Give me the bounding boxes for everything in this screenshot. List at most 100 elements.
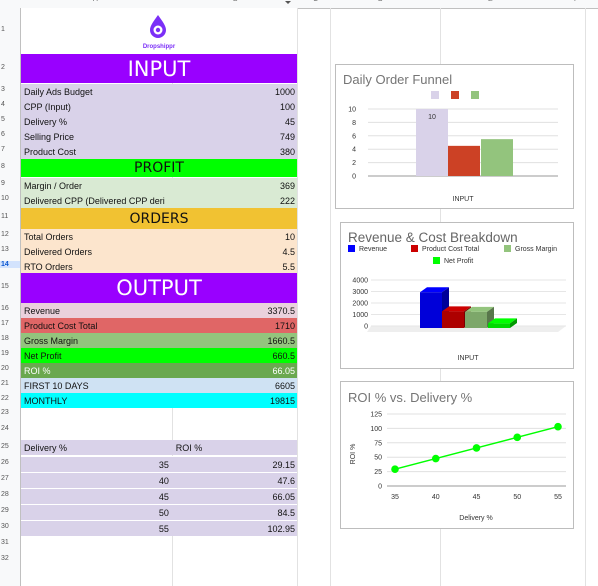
row-number[interactable]: 15 (1, 283, 9, 290)
row-number[interactable]: 22 (1, 395, 9, 402)
orders-0-label: Total Orders (24, 231, 74, 242)
row-number[interactable]: 3 (1, 86, 5, 93)
row-number[interactable]: 16 (1, 305, 9, 312)
input-0-row[interactable]: Daily Ads Budget 1000 (21, 84, 297, 99)
row-number[interactable]: 7 (1, 146, 5, 153)
column-header-f[interactable]: F (574, 0, 578, 3)
orders-1-row[interactable]: Delivered Orders 4.5 (21, 244, 297, 259)
row-number[interactable]: 13 (1, 246, 9, 253)
output-3-row[interactable]: Net Profit 660.5 (21, 348, 297, 363)
x-tick-label: 35 (391, 494, 399, 501)
row-number[interactable]: 19 (1, 350, 9, 357)
input-2-row[interactable]: Delivery % 45 (21, 114, 297, 129)
orders-2-row[interactable]: RTO Orders 5.5 (21, 259, 297, 274)
output-4-row[interactable]: ROI % 66.05 (21, 363, 297, 378)
logo-cell[interactable]: Dropshippr (21, 8, 297, 54)
bar (448, 145, 480, 176)
y-tick-label: 50 (374, 455, 382, 462)
output-1-row[interactable]: Product Cost Total 1710 (21, 318, 297, 333)
orders-header[interactable]: ORDERS (21, 208, 297, 229)
orders-2-label: RTO Orders (24, 261, 73, 272)
row-number[interactable]: 11 (1, 213, 9, 220)
column-header-e[interactable]: E (488, 0, 493, 3)
row-number[interactable]: 26 (1, 459, 9, 466)
input-4-value: 380 (279, 146, 295, 157)
chart-roi-vs-delivery[interactable]: ROI % vs. Delivery % 0 25 50 75 100 125 35 40 45… (340, 381, 574, 529)
bar-top (442, 306, 471, 312)
profit-0-label: Margin / Order (24, 180, 83, 191)
row-number[interactable]: 8 (1, 163, 5, 170)
column-menu-icon[interactable] (284, 0, 292, 6)
row-number[interactable]: 31 (1, 539, 9, 546)
profit-1-value: 222 (279, 195, 295, 206)
roi-table-row[interactable]: 40 47.6 (21, 472, 297, 488)
output-2-row[interactable]: Gross Margin 1660.5 (21, 333, 297, 348)
chart-daily-order-funnel[interactable]: Daily Order Funnel 0 2 4 6 8 10 10 INPUT (335, 64, 574, 209)
row-number[interactable]: 9 (1, 180, 5, 187)
row-number[interactable]: 10 (1, 195, 9, 202)
row-number[interactable]: 29 (1, 507, 9, 514)
row-number[interactable]: 17 (1, 320, 9, 327)
roi-table-header-row[interactable]: Delivery % ROI % (21, 440, 297, 455)
bar (420, 292, 442, 328)
output-5-row[interactable]: FIRST 10 DAYS 6605 (21, 378, 297, 393)
output-1-label: Product Cost Total (24, 320, 98, 331)
input-header[interactable]: INPUT (21, 54, 297, 83)
output-1-value: 1710 (274, 320, 295, 331)
bar-side (510, 318, 517, 328)
roi-table-delivery: 35 (158, 459, 169, 470)
orders-2-value: 5.5 (282, 261, 295, 272)
row-number[interactable]: 18 (1, 335, 9, 342)
row-number[interactable]: 25 (1, 443, 9, 450)
column-header-bar: A B C D E F (0, 0, 598, 9)
input-3-value: 749 (279, 131, 295, 142)
input-4-row[interactable]: Product Cost 380 (21, 144, 297, 159)
row-number[interactable]: 23 (1, 409, 9, 416)
roi-table-row[interactable]: 45 66.05 (21, 488, 297, 504)
roi-table-row[interactable]: 50 84.5 (21, 504, 297, 520)
output-header[interactable]: OUTPUT (21, 273, 297, 303)
row-number[interactable]: 20 (1, 365, 9, 372)
bar (442, 311, 464, 328)
row-number[interactable]: 24 (1, 425, 9, 432)
gridline (297, 8, 298, 586)
y-tick-label: 0 (364, 324, 368, 331)
output-6-row[interactable]: MONTHLY 19815 (21, 393, 297, 408)
output-4-value: 66.05 (272, 365, 295, 376)
input-1-row[interactable]: CPP (Input) 100 (21, 99, 297, 114)
input-4-label: Product Cost (24, 146, 77, 157)
profit-header[interactable]: PROFIT (21, 159, 297, 177)
y-tick-label: 4 (352, 147, 356, 154)
roi-table-roi: 84.5 (277, 507, 295, 518)
orders-0-row[interactable]: Total Orders 10 (21, 229, 297, 244)
row-number[interactable]: 27 (1, 475, 9, 482)
column-header-d[interactable]: D (378, 0, 383, 3)
y-tick-label: 2 (352, 160, 356, 167)
row-number[interactable]: 32 (1, 555, 9, 562)
row-number[interactable]: 12 (1, 231, 9, 238)
x-axis-label: INPUT (453, 196, 475, 203)
output-0-row[interactable]: Revenue 3370.5 (21, 303, 297, 318)
output-3-label: Net Profit (24, 350, 62, 361)
roi-table-row[interactable]: 35 29.15 (21, 456, 297, 472)
row-number[interactable]: 14 (0, 261, 20, 268)
row-number[interactable]: 4 (1, 101, 5, 108)
row-number[interactable]: 6 (1, 131, 5, 138)
column-header-b[interactable]: B (233, 0, 238, 3)
column-header-c[interactable]: C (313, 0, 318, 3)
input-3-row[interactable]: Selling Price 749 (21, 129, 297, 144)
row-number[interactable]: 30 (1, 523, 9, 530)
row-number[interactable]: 1 (1, 26, 5, 33)
profit-1-row[interactable]: Delivered CPP (Delivered CPP deri 222 (21, 193, 297, 208)
y-tick-label: 0 (378, 484, 382, 491)
row-number[interactable]: 2 (1, 64, 5, 71)
row-number[interactable]: 5 (1, 116, 5, 123)
column-header-a[interactable]: A (93, 0, 98, 3)
roi-table-row[interactable]: 55 102.95 (21, 520, 297, 536)
data-point (431, 454, 440, 463)
row-number[interactable]: 21 (1, 380, 9, 387)
chart-title: ROI % vs. Delivery % (348, 390, 473, 405)
chart-revenue-cost[interactable]: Revenue & Cost Breakdown 0 1000 2000 3000 40… (340, 222, 574, 369)
profit-0-row[interactable]: Margin / Order 369 (21, 178, 297, 193)
row-number[interactable]: 28 (1, 491, 9, 498)
